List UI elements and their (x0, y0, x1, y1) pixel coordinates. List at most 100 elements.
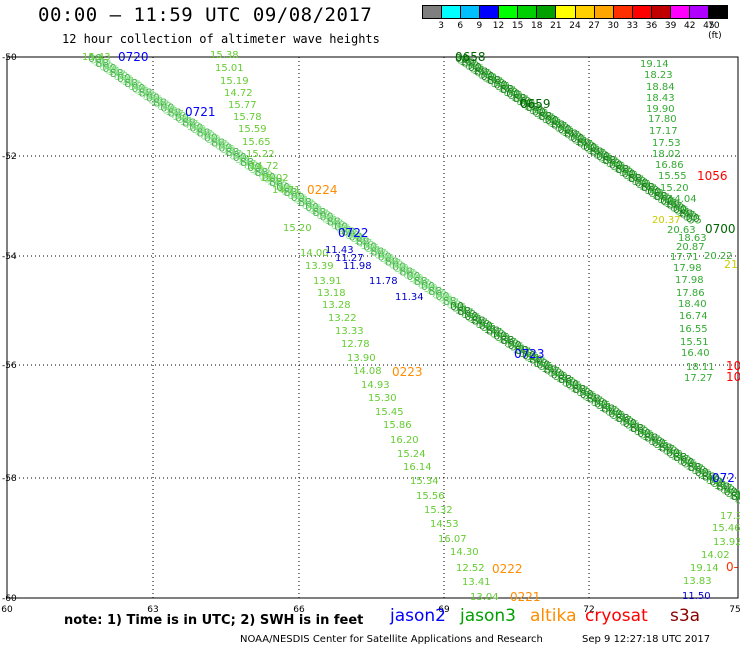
swh-value-label: 17.2 (720, 511, 740, 522)
pass-time-label: 0659 (520, 97, 551, 111)
pass-time-label: 10 (726, 370, 740, 384)
swh-value-label: 13.33 (335, 326, 364, 337)
swh-value-label: 14.00 (300, 248, 329, 259)
track-jason3-a: 55 (293, 193, 307, 206)
track-jason3-a: 77 (647, 433, 661, 446)
track-jason3-a: 77 (271, 178, 285, 191)
track-jason3-b: 88 (564, 128, 578, 141)
track-jason3-a: 77 (141, 88, 155, 101)
color-swatch (670, 6, 690, 18)
track-jason3-b: 88 (615, 163, 629, 176)
track-jason3-b: 00 (519, 96, 533, 109)
swh-value-label: 19.14 (690, 563, 719, 574)
track-jason3-a: 77 (517, 346, 531, 359)
track-jason3-a: 33 (448, 298, 462, 311)
track-jason3-a: 00 (392, 260, 406, 273)
swh-value-label: 15.77 (228, 100, 257, 111)
swh-value-label: 21 (724, 258, 738, 271)
track-jason3-a: 77 (358, 237, 372, 250)
swh-value-label: 15.43 (82, 52, 111, 63)
swh-value-label: 17.98 (675, 275, 704, 286)
swh-value-label: 17.80 (648, 114, 677, 125)
swh-value-label: 19.90 (646, 104, 675, 115)
swh-value-label: 14.72 (224, 88, 253, 99)
track-jason3-a: 11 (136, 85, 150, 98)
swh-value-label: 16.14 (403, 462, 432, 473)
track-jason3-a: 55 (568, 380, 582, 393)
timestamp-text: Sep 9 12:27:18 UTC 2017 (582, 634, 711, 645)
track-jason3-a: 11 (194, 125, 208, 138)
track-jason3-a: 55 (726, 487, 740, 500)
track-jason3-a: 33 (692, 464, 706, 477)
track-jason3-b: 11 (587, 144, 601, 157)
track-jason3-a: 77 (112, 69, 126, 82)
track-jason3-a: 88 (673, 451, 687, 464)
track-jason3-a: 33 (274, 179, 288, 192)
track-jason3-a: 00 (695, 466, 709, 479)
color-swatch (575, 6, 595, 18)
track-jason3-a: 88 (341, 226, 355, 239)
track-jason3-a: 33 (505, 337, 519, 350)
track-jason3-a: 00 (102, 62, 116, 75)
track-jason3-a: 11 (656, 440, 670, 453)
color-swatch (689, 6, 709, 18)
track-jason3-a: 33 (577, 386, 591, 399)
swh-value-label: 14.93 (361, 380, 390, 391)
footer-note: note: 1) Time is in UTC; 2) SWH is in fe… (64, 613, 364, 628)
track-jason3-a: 55 (351, 232, 365, 245)
track-jason3-a: 33 (317, 209, 331, 222)
track-jason3-b: 33 (684, 211, 698, 224)
track-jason3-b: 33 (479, 68, 493, 81)
swh-value-label: 15.78 (233, 112, 262, 123)
color-scale-label: 33 (626, 21, 639, 31)
track-jason3-a: 33 (172, 110, 186, 123)
track-jason3-b: 55 (560, 125, 574, 138)
track-jason3-a: 33 (187, 120, 201, 133)
track-jason3-a: 55 (221, 143, 235, 156)
swh-value-label: 17.98 (673, 263, 702, 274)
legend-s3a: s3a (670, 606, 701, 626)
color-scale-label: 21 (550, 21, 562, 31)
track-jason3-a: 11 (107, 65, 121, 78)
track-jason3-b: 00 (506, 88, 520, 101)
track-jason3-a: 00 (146, 92, 160, 105)
color-swatch (480, 6, 500, 18)
track-jason3-a: 00 (291, 191, 305, 204)
track-jason3-a: 88 (139, 87, 153, 100)
swh-value-label: 19.14 (640, 59, 669, 70)
color-swatch (461, 6, 481, 18)
track-jason3-a: 11 (642, 430, 656, 443)
track-jason3-a: 11 (613, 411, 627, 424)
lat-tick-label: -52 (2, 152, 17, 162)
track-jason3-a: 88 (500, 334, 514, 347)
track-jason3-a: 00 (652, 437, 666, 450)
track-jason3-a: 55 (611, 409, 625, 422)
page-title: 00:00 – 11:59 UTC 09/08/2017 (38, 4, 373, 26)
track-jason3-a: 33 (534, 357, 548, 370)
color-scale-label: 42 (684, 21, 696, 31)
track-jason3-a: 00 (565, 378, 579, 391)
track-jason3-a: 88 (327, 216, 341, 229)
track-jason3-a: 11 (180, 115, 194, 128)
track-jason3-a: 77 (575, 385, 589, 398)
track-jason3-a: 11 (122, 75, 136, 88)
track-jason3-a: 88 (716, 480, 730, 493)
track-jason3-b: 00 (647, 185, 661, 198)
track-jason3-b: 11 (459, 55, 473, 68)
track-jason3-a: 33 (288, 189, 302, 202)
track-jason3-a: 88 (688, 461, 702, 474)
color-scale-labels: 3 6 9 12 15 18 21 24 27 30 33 36 39 42 45 70 (ft) (422, 21, 728, 41)
track-jason3-a: 88 (255, 166, 269, 179)
track-jason3-a: 77 (704, 472, 718, 485)
track-jason3-a: 11 (325, 214, 339, 227)
track-jason3-b: 33 (607, 157, 621, 170)
track-jason3-a: 00 (508, 339, 522, 352)
track-jason3-b: 55 (496, 80, 510, 93)
track-jason3-a: 55 (640, 428, 654, 441)
track-jason3-a: 11 (714, 479, 728, 492)
track-jason3-b: 55 (508, 89, 522, 102)
swh-value-label: 14.30 (450, 547, 479, 558)
track-jason3-a: 77 (560, 375, 574, 388)
track-jason3-a: 77 (199, 128, 213, 141)
track-jason3-a: 00 (709, 476, 723, 489)
